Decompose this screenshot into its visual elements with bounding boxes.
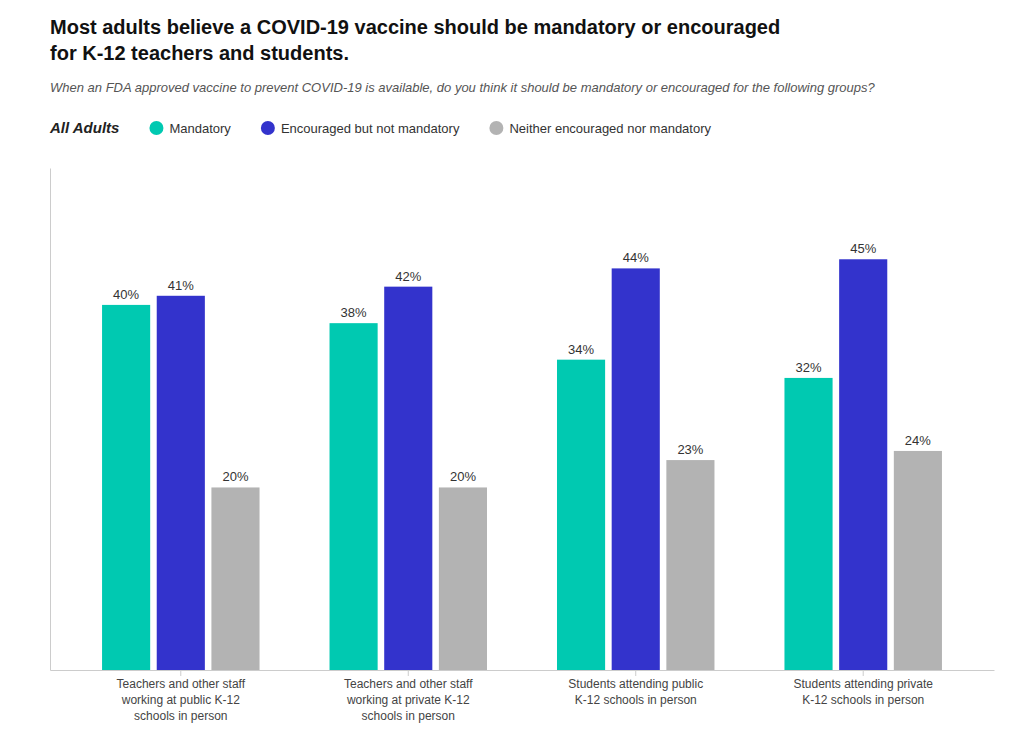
x-axis: Teachers and other staffworking at publi… [51,670,995,723]
x-tick: Teachers and other staffworking at priva… [344,670,473,723]
legend-item: Neither encouraged nor mandatory [489,121,711,136]
x-tick-mark [635,670,636,676]
bars [102,259,942,670]
bar [557,360,605,670]
x-tick: Students attending publicK-12 schools in… [568,670,703,707]
data-label: 41% [168,278,194,293]
bar [666,460,714,670]
bar [211,487,259,670]
data-label: 44% [623,250,649,265]
data-label: 34% [568,342,594,357]
bar [330,323,378,670]
chart-svg: Most adults believe a COVID-19 vaccine s… [0,0,1024,755]
bar [439,487,487,670]
bar [384,287,432,670]
legend-item: Mandatory [149,121,231,136]
x-tick-label: Students attending privateK-12 schools i… [793,677,933,707]
data-label: 45% [850,241,876,256]
data-label: 23% [677,442,703,457]
x-axis-line [51,670,995,671]
y-axis-line [50,169,51,671]
x-tick-label: Teachers and other staffworking at publi… [117,677,246,723]
data-label: 40% [113,287,139,302]
subtitle: When an FDA approved vaccine to prevent … [50,80,876,95]
data-label: 20% [450,469,476,484]
bar [784,378,832,670]
title: Most adults believe a COVID-19 vaccine s… [50,16,780,64]
legend: Mandatory Encouraged but not mandatory Nei… [149,121,711,136]
bar [102,305,150,670]
bar [894,451,942,670]
legend-label: Mandatory [169,121,231,136]
legend-swatch [149,121,163,135]
legend-item: Encouraged but not mandatory [261,121,460,136]
bar [157,296,205,670]
x-tick-mark [863,670,864,676]
y-axis [50,169,51,671]
x-tick-mark [180,670,181,676]
x-tick: Students attending privateK-12 schools i… [793,670,933,707]
x-tick-label: Teachers and other staffworking at priva… [344,677,473,723]
group-label: All Adults [49,119,119,136]
data-label: 20% [222,469,248,484]
x-tick-mark [408,670,409,676]
legend-label: Encouraged but not mandatory [281,121,460,136]
data-label: 38% [341,305,367,320]
legend-label: Neither encouraged nor mandatory [509,121,711,136]
legend-swatch [489,121,503,135]
data-labels: 40% 38% 34% 32% 41% 42% 44% 45% 20% 20% 23% 24% [113,241,931,484]
x-tick: Teachers and other staffworking at publi… [117,670,246,723]
legend-swatch [261,121,275,135]
bar [839,259,887,670]
data-label: 32% [796,360,822,375]
x-tick-label: Students attending publicK-12 schools in… [568,677,703,707]
plot: 40% 38% 34% 32% 41% 42% 44% 45% 20% 20% 23% 24% Teac… [51,169,995,723]
bar [612,268,660,670]
data-label: 42% [395,269,421,284]
data-label: 24% [905,433,931,448]
